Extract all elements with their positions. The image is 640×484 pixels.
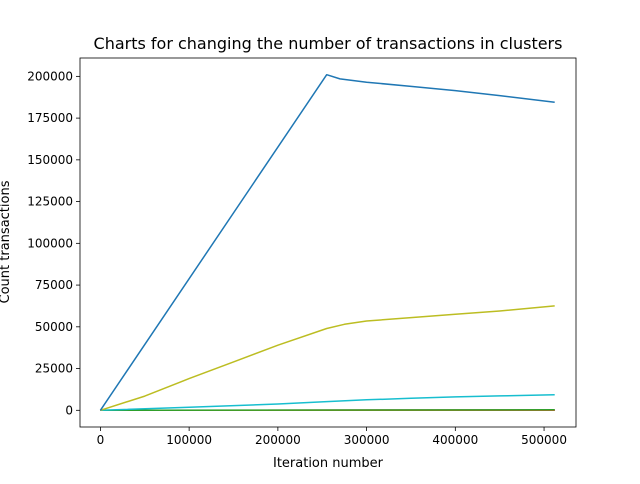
x-tick-label: 100000	[166, 433, 212, 447]
y-tick-label: 150000	[27, 153, 73, 167]
x-tick-label: 500000	[521, 433, 567, 447]
y-axis-label: Count transactions	[0, 180, 13, 303]
chart-title: Charts for changing the number of transa…	[94, 34, 563, 53]
y-tick-label: 200000	[27, 69, 73, 83]
x-axis-label: Iteration number	[273, 456, 384, 471]
y-tick-label: 75000	[35, 278, 73, 292]
x-tick-label: 400000	[432, 433, 478, 447]
series-line	[100, 410, 554, 411]
y-axis-ticks: 0 25000 50000 75000 100000 125000 150000 175000…	[27, 69, 80, 417]
y-tick-label: 125000	[27, 195, 73, 209]
x-tick-label: 200000	[255, 433, 301, 447]
y-tick-label: 25000	[35, 362, 73, 376]
x-tick-label: 300000	[344, 433, 390, 447]
y-tick-label: 50000	[35, 320, 73, 334]
x-tick-label: 0	[97, 433, 105, 447]
y-tick-label: 0	[65, 403, 73, 417]
y-tick-label: 100000	[27, 236, 73, 250]
y-tick-label: 175000	[27, 111, 73, 125]
